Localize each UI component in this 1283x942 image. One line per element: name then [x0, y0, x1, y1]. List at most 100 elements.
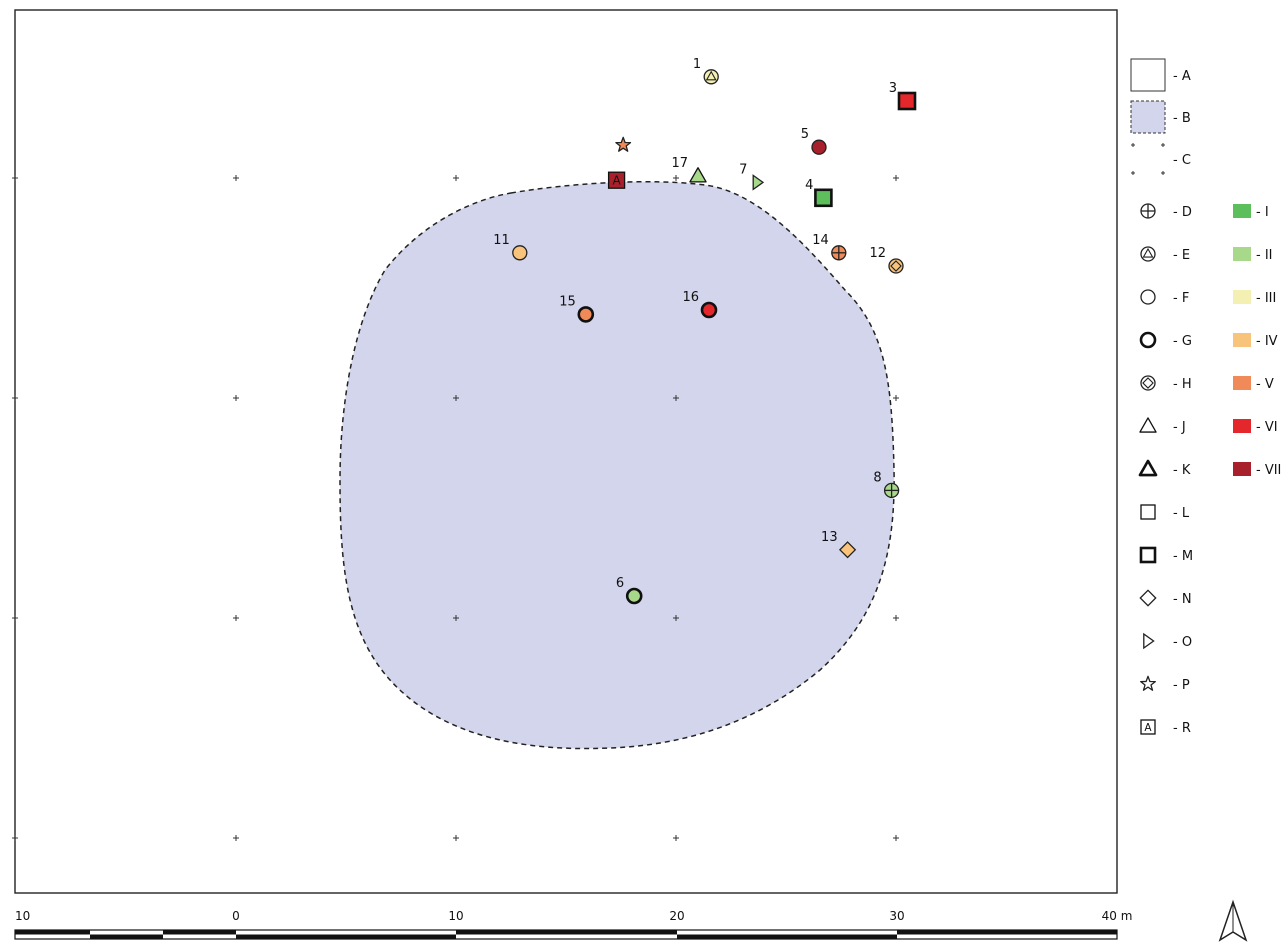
point-label: 15 — [559, 294, 576, 309]
legend-label: - C — [1173, 153, 1191, 168]
point-15: 15 — [559, 294, 595, 323]
legend-color-label: - VI — [1256, 420, 1278, 435]
point-6: 6 — [616, 576, 643, 605]
grid-crosses — [12, 175, 899, 841]
point-label: 17 — [671, 156, 688, 171]
legend-label: - P — [1173, 678, 1190, 693]
legend-label: - J — [1173, 420, 1186, 435]
grid-cross — [453, 395, 459, 401]
legend-item-D: - D — [1140, 203, 1192, 220]
point-label: 1 — [693, 57, 701, 72]
legend-color-IV: - IV — [1233, 333, 1278, 349]
scale-tick-label: 20 — [669, 909, 684, 923]
scale-tick-label: 10 — [448, 909, 463, 923]
scale-tick-label: 10 — [15, 909, 30, 923]
legend-item-R: A- R — [1140, 719, 1191, 736]
legend-label: - F — [1173, 291, 1189, 306]
legend-color-label: - II — [1256, 248, 1273, 263]
point-star — [615, 136, 632, 152]
grid-cross — [233, 615, 239, 621]
legend-label: - O — [1173, 635, 1192, 650]
point-4: 4 — [805, 178, 833, 208]
grid-cross — [453, 835, 459, 841]
legend-color-VII: - VII — [1233, 462, 1281, 478]
svg-text:A: A — [612, 174, 621, 188]
point-label: 3 — [889, 81, 897, 96]
legend-label: - E — [1173, 248, 1190, 263]
legend-item-L: - L — [1140, 504, 1190, 521]
legend-label: - H — [1173, 377, 1192, 392]
grid-cross — [893, 615, 899, 621]
point-label: 7 — [739, 162, 747, 177]
legend-colors: - I - II - III - IV - V - VI - VII — [1233, 204, 1281, 478]
legend-color-label: - IV — [1256, 334, 1278, 349]
point-1: 1 — [693, 57, 719, 85]
grid-cross — [453, 175, 459, 181]
feature-points: 1234567891011121314151617181920A — [493, 57, 917, 605]
grid-cross — [12, 615, 18, 621]
point-label: 13 — [821, 530, 838, 545]
point-letter-square: A — [607, 171, 626, 189]
point-label: 16 — [682, 290, 699, 305]
legend-color-III: - III — [1233, 290, 1276, 306]
grid-cross — [673, 395, 679, 401]
scale-tick-label: 30 — [889, 909, 904, 923]
point-label: 14 — [812, 233, 829, 248]
legend-item-J: - J — [1139, 417, 1186, 435]
grid-cross — [453, 615, 459, 621]
legend-item-A: - A — [1130, 58, 1191, 92]
legend-label: - D — [1173, 205, 1192, 220]
legend-item-M: - M — [1139, 546, 1193, 564]
point-3: 3 — [889, 81, 917, 111]
grid-cross — [233, 395, 239, 401]
legend-item-O: - O — [1143, 632, 1192, 650]
legend-label: - G — [1173, 334, 1192, 349]
point-label: 11 — [493, 233, 510, 248]
legend-label: - L — [1173, 506, 1190, 521]
grid-cross — [673, 835, 679, 841]
legend-item-G: - G — [1139, 331, 1192, 349]
grid-cross — [233, 175, 239, 181]
legend-color-label: - V — [1256, 377, 1274, 392]
grid-cross — [12, 395, 18, 401]
point-14: 14 — [812, 233, 847, 261]
north-arrow-icon — [1218, 899, 1248, 942]
grid-cross — [673, 175, 679, 181]
grid-cross — [233, 835, 239, 841]
dashed-area-boundary — [339, 181, 895, 750]
legend-color-label: - III — [1256, 291, 1276, 306]
scale-tick-label: 0 — [232, 909, 240, 923]
legend-item-H: - H — [1140, 375, 1192, 392]
point-16: 16 — [682, 290, 718, 319]
point-7: 7 — [739, 162, 765, 191]
legend-shapes: - A - B - C - D - E - F - G - H - J - K - L - M - N -… — [1130, 58, 1193, 736]
grid-cross — [893, 395, 899, 401]
point-13: 13 — [821, 530, 857, 559]
svg-text:A: A — [1144, 722, 1152, 734]
point-11: 11 — [493, 233, 528, 261]
legend-color-II: - II — [1233, 247, 1273, 263]
legend-label: - A — [1173, 69, 1191, 84]
scale-bar: 10 0 10 20 30 40 m — [14, 909, 1132, 940]
point-label: 8 — [873, 470, 881, 485]
legend-color-I: - I — [1233, 204, 1269, 220]
legend-label: - K — [1173, 463, 1191, 478]
legend-item-P: - P — [1140, 675, 1190, 693]
legend-item-E: - E — [1140, 246, 1190, 263]
legend-item-N: - N — [1139, 589, 1192, 607]
grid-cross — [12, 835, 18, 841]
point-label: 4 — [805, 178, 813, 193]
legend-item-K: - K — [1138, 459, 1191, 478]
legend-color-V: - V — [1233, 376, 1274, 392]
grid-cross — [673, 615, 679, 621]
grid-cross — [893, 175, 899, 181]
point-17: 17 — [671, 156, 707, 183]
legend-color-VI: - VI — [1233, 419, 1278, 435]
legend-item-F: - F — [1140, 289, 1189, 306]
grid-cross — [12, 175, 18, 181]
legend-label: - B — [1173, 111, 1191, 126]
grid-cross — [893, 835, 899, 841]
point-label: 6 — [616, 576, 624, 591]
point-8: 8 — [873, 470, 900, 499]
legend-color-label: - I — [1256, 205, 1269, 220]
